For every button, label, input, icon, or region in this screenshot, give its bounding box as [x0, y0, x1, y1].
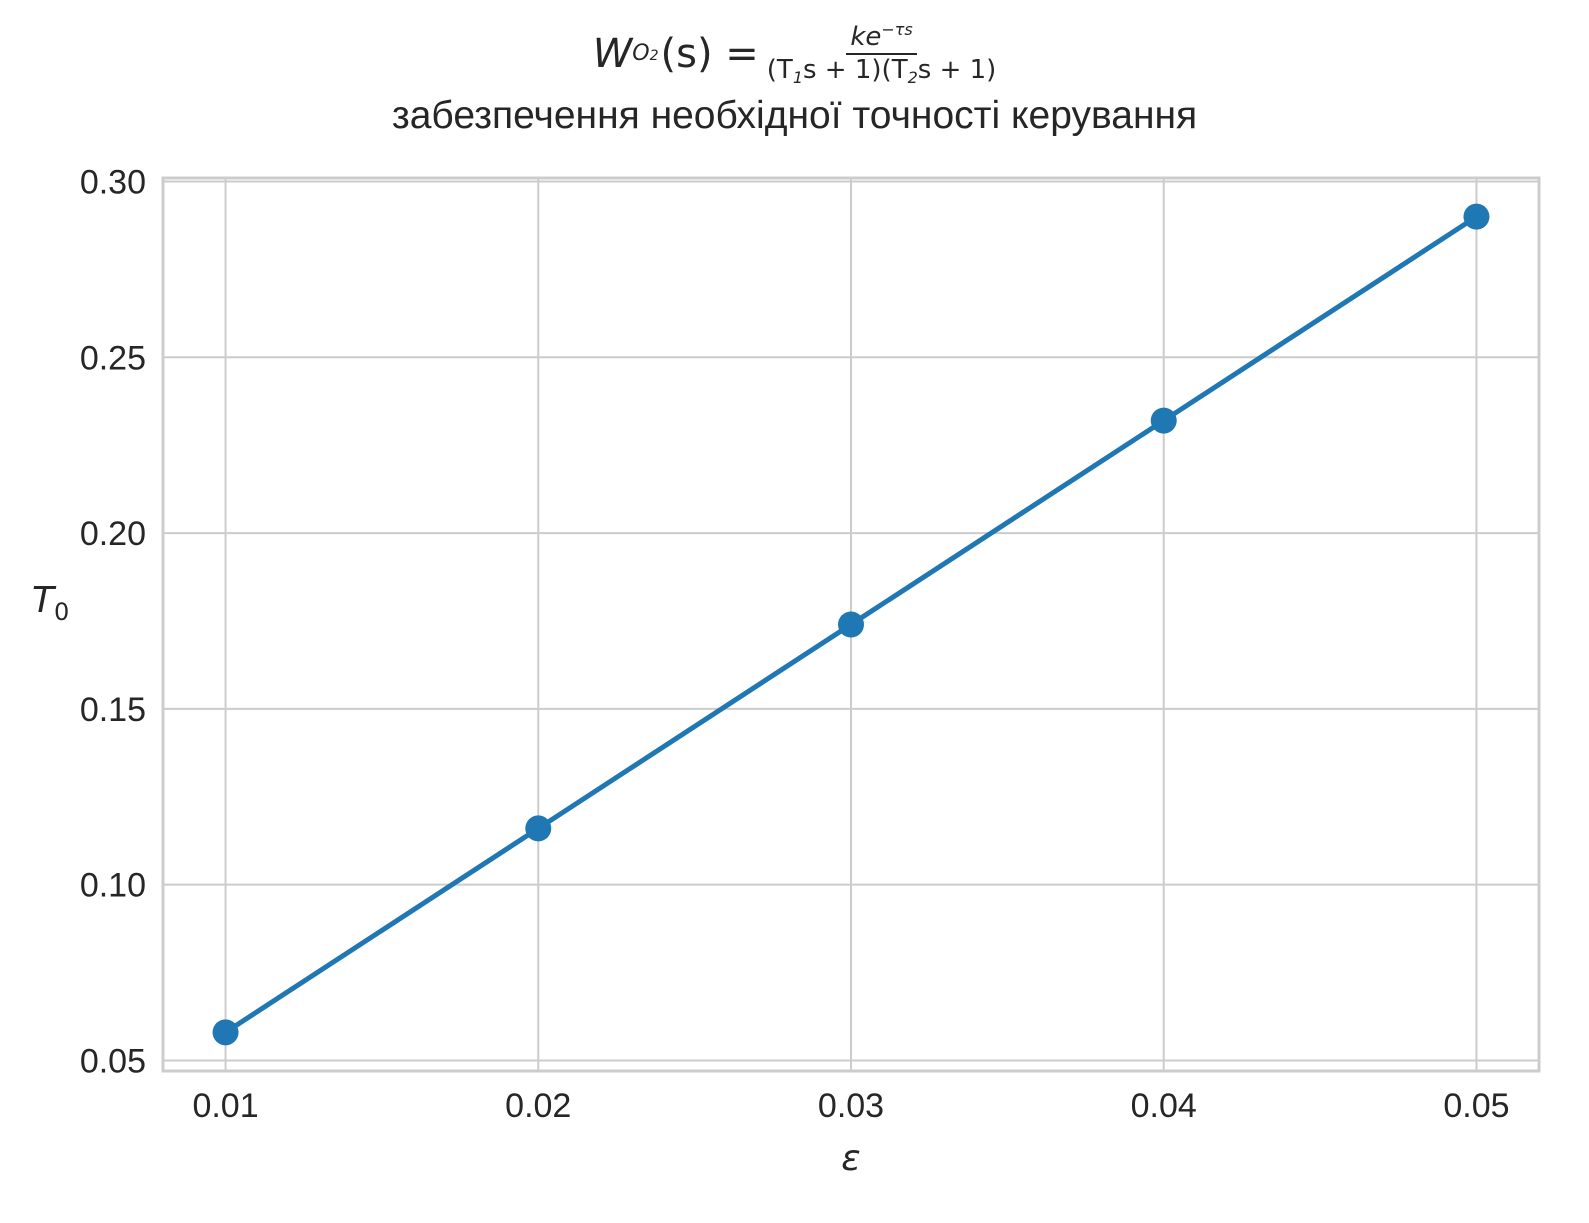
title-formula: W O2 (s) = ke−τs (T1s + 1)(T2s + 1): [593, 22, 997, 86]
formula-lhs-symbol: W: [592, 31, 633, 77]
formula-den-part-2: s + 1)(T: [803, 55, 908, 85]
chart-subtitle: забезпечення необхідної точності керуван…: [391, 94, 1198, 137]
y-tick-label: 0.25: [80, 339, 146, 377]
formula-numerator: ke−τs: [846, 20, 917, 55]
formula-lhs-subscript: O: [632, 41, 650, 66]
formula-den-sub-2: 2: [907, 68, 918, 87]
plot-frame: [161, 176, 1541, 1073]
chart-title: W O2 (s) = ke−τs (T1s + 1)(T2s + 1) забез…: [0, 22, 1589, 138]
formula-denominator: (T1s + 1)(T2s + 1): [767, 55, 997, 86]
y-tick-label: 0.15: [80, 691, 146, 729]
formula-fraction: ke−τs (T1s + 1)(T2s + 1): [767, 22, 997, 86]
y-axis-label-subscript: 0: [54, 598, 69, 626]
x-tick-label: 0.05: [1443, 1087, 1509, 1125]
x-axis-ticks: 0.01 0.02 0.03 0.04 0.05: [192, 1087, 1509, 1125]
y-tick-label: 0.10: [80, 867, 146, 905]
formula-den-part-3: s + 1): [917, 55, 997, 85]
grid-lines: [163, 178, 1539, 1071]
data-point: [838, 611, 864, 638]
formula-lhs-subsubscript: 2: [649, 48, 659, 64]
y-tick-label: 0.05: [80, 1042, 146, 1080]
y-axis-label: T0: [32, 580, 69, 626]
x-axis-label: ε: [841, 1138, 860, 1179]
y-axis-label-main: T: [32, 580, 57, 621]
formula-den-sub-1: 1: [792, 68, 803, 87]
formula-numerator-base: ke: [850, 22, 882, 52]
y-tick-label: 0.20: [80, 515, 146, 553]
x-tick-label: 0.03: [818, 1087, 884, 1125]
data-point: [525, 815, 552, 842]
y-axis-ticks: 0.05 0.10 0.15 0.20 0.25 0.30: [80, 164, 146, 1081]
x-tick-label: 0.04: [1131, 1087, 1197, 1125]
y-tick-label: 0.30: [80, 164, 146, 202]
formula-numerator-exp: −τs: [881, 20, 913, 39]
data-point: [212, 1019, 239, 1046]
formula-lhs-arg: (s) =: [660, 31, 759, 77]
data-point: [1150, 407, 1177, 434]
formula-den-part-1: (T: [766, 55, 793, 85]
x-tick-label: 0.01: [192, 1087, 258, 1125]
x-tick-label: 0.02: [505, 1087, 571, 1125]
series-layer: [212, 203, 1490, 1046]
data-point: [1463, 203, 1490, 230]
